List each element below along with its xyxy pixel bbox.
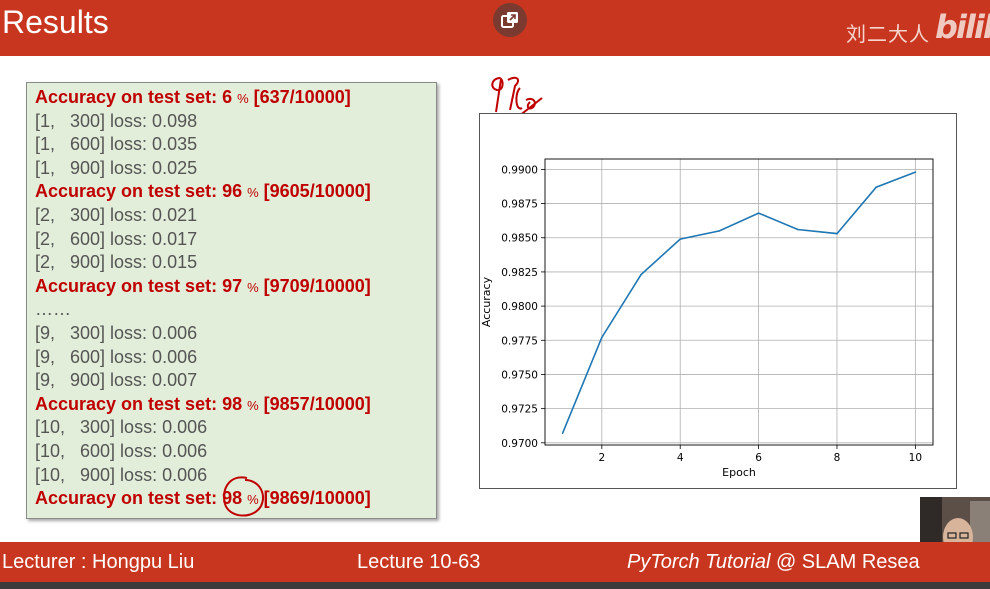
x-tick-label: 10 (909, 452, 922, 464)
data-point (679, 238, 682, 240)
picture-in-picture-button[interactable] (493, 3, 527, 37)
loss-line: [1, 900] loss: 0.025 (35, 157, 198, 178)
y-tick-label: 0.9875 (501, 199, 538, 211)
course-name-rest: @ SLAM Resea (770, 551, 920, 573)
pip-icon (501, 12, 518, 28)
y-tick-label: 0.9700 (501, 438, 538, 450)
course-name-italic: PyTorch Tutorial (627, 551, 771, 573)
y-axis-label: Accuracy (480, 276, 493, 327)
loss-line: [9, 900] loss: 0.007 (35, 370, 198, 391)
accuracy-text: Accuracy on test set: 98 (35, 488, 248, 509)
x-tick-label: 6 (755, 452, 762, 464)
accuracy-text: Accuracy on test set: 96 (35, 181, 248, 202)
video-progress-strip[interactable] (0, 582, 990, 589)
course-name: PyTorch Tutorial @ SLAM Resea (627, 551, 920, 574)
slide-title: Results (2, 4, 109, 40)
loss-line: [1, 600] loss: 0.035 (35, 134, 198, 155)
x-tick-label: 2 (598, 452, 605, 464)
x-tick-label: 4 (677, 452, 684, 464)
training-log-box: Accuracy on test set: 6 % [637/10000] [1,… (26, 82, 437, 519)
accuracy-count: [637/10000] (248, 87, 351, 107)
accuracy-count: [9605/10000] (258, 181, 371, 202)
loss-line: [2, 600] loss: 0.017 (35, 228, 198, 249)
y-tick-label: 0.9750 (501, 369, 538, 381)
data-point (836, 232, 838, 235)
accuracy-count: [9857/10000] (258, 393, 371, 414)
x-tick-label: 8 (834, 452, 841, 464)
data-point (914, 171, 917, 173)
accuracy-chart: 0.9700 0.9725 0.9750 0.9775 0.9800 0.9825 0.98… (479, 113, 957, 489)
accuracy-text: Accuracy on test set: 6 (35, 87, 238, 107)
data-point (875, 186, 877, 188)
loss-line: [2, 900] loss: 0.015 (35, 252, 198, 273)
loss-line: [10, 300] loss: 0.006 (35, 417, 208, 438)
accuracy-count: [9869/10000] (258, 488, 371, 509)
loss-line: [9, 300] loss: 0.006 (35, 323, 198, 343)
data-point (640, 273, 642, 276)
percent-sign: % (247, 279, 259, 295)
data-point (796, 228, 799, 231)
data-point (757, 212, 760, 214)
accuracy-line: Accuracy on test set: 6 % [637/10000] (35, 87, 351, 108)
y-tick-label: 0.9850 (501, 233, 538, 245)
accuracy-count: [9709/10000] (258, 275, 371, 296)
loss-line: …… (35, 299, 71, 320)
bilibili-logo: bilib (935, 8, 990, 46)
y-tick-label: 0.9900 (501, 164, 538, 176)
y-tick-label: 0.9800 (501, 301, 538, 313)
data-point (561, 432, 564, 435)
x-axis-label: Epoch (722, 466, 756, 479)
percent-sign: % (247, 397, 259, 413)
accuracy-text: Accuracy on test set: 97 (35, 275, 248, 296)
loss-line: [1, 300] loss: 0.098 (35, 110, 198, 131)
loss-line: [2, 300] loss: 0.021 (35, 205, 198, 225)
loss-line: [10, 600] loss: 0.006 (35, 441, 208, 461)
percent-sign: % (237, 91, 249, 106)
accuracy-line: Accuracy on test set: 97 % [9709/10000] (35, 276, 371, 297)
accuracy-series-line (561, 171, 916, 434)
y-tick-label: 0.9825 (501, 267, 538, 279)
plot-area-frame (544, 158, 934, 446)
y-tick-label: 0.9725 (501, 404, 538, 416)
percent-sign: % (247, 492, 259, 508)
handwritten-annotation (491, 76, 543, 121)
accuracy-text: Accuracy on test set: 98 (35, 393, 248, 414)
loss-line: [9, 600] loss: 0.006 (35, 346, 198, 367)
slide-header: Results 刘二大人 bilib (0, 0, 990, 56)
y-tick-label: 0.9775 (501, 335, 538, 347)
data-point (718, 230, 721, 232)
lecture-number: Lecture 10-63 (357, 551, 481, 573)
accuracy-line: Accuracy on test set: 98 % [9857/10000] (35, 394, 371, 415)
accuracy-chart-svg: 0.9700 0.9725 0.9750 0.9775 0.9800 0.9825 0.98… (480, 158, 934, 479)
accuracy-line: Accuracy on test set: 98 % [9869/10000] (35, 488, 371, 509)
author-watermark: 刘二大人 (846, 22, 930, 46)
lecturer-name: Lecturer : Hongpu Liu (2, 551, 195, 573)
data-point (601, 336, 603, 339)
accuracy-line: Accuracy on test set: 96 % [9605/10000] (35, 181, 371, 202)
percent-sign: % (247, 185, 259, 201)
slide-footer: Lecturer : Hongpu Liu Lecture 10-63 PyTo… (0, 542, 990, 582)
loss-line: [10, 900] loss: 0.006 (35, 464, 208, 485)
